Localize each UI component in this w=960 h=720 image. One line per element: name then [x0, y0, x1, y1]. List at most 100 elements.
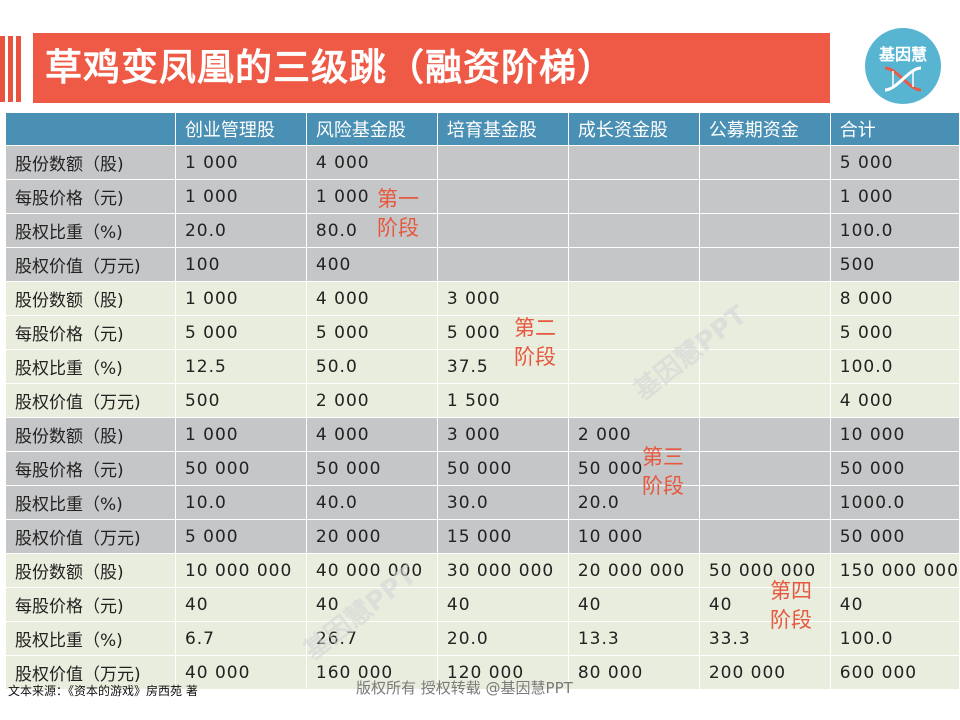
table-cell: 8 000 — [829, 281, 960, 316]
table-cell: 2 000 — [567, 417, 700, 452]
table-cell — [436, 213, 569, 248]
source-note: 文本来源：《资本的游戏》房西苑 著 — [8, 684, 198, 698]
table-cell: 100.0 — [829, 621, 960, 656]
table-cell: 5 000 — [829, 315, 960, 350]
table-cell: 5 000 — [174, 315, 307, 350]
table-cell: 1000.0 — [829, 485, 960, 520]
logo-text: 基因慧 — [878, 45, 927, 64]
table-cell: 3 000 — [436, 417, 569, 452]
row-label: 股份数额（股) — [5, 417, 176, 452]
column-header: 合计 — [829, 112, 960, 146]
table-cell: 40 000 — [174, 655, 307, 690]
table-cell: 50 000 — [829, 519, 960, 554]
row-label: 股权比重（%) — [5, 485, 176, 520]
table-cell — [436, 179, 569, 214]
table-cell — [567, 145, 700, 180]
table-cell: 40 000 000 — [305, 553, 438, 588]
row-label: 股份数额（股) — [5, 553, 176, 588]
row-label: 每股价格（元) — [5, 451, 176, 486]
table-cell — [567, 349, 700, 384]
table-row: 股份数额（股) 1 000 4 000 3 000 8 000 — [5, 281, 960, 316]
table-cell: 50.0 — [305, 349, 438, 384]
table-cell: 50 000 — [436, 451, 569, 486]
table-cell — [567, 383, 700, 418]
table-cell — [698, 383, 831, 418]
table-cell: 30 000 000 — [436, 553, 569, 588]
table-cell: 20 000 — [305, 519, 438, 554]
table-cell: 50 000 000 — [698, 553, 831, 588]
column-header: 风险基金股 — [305, 112, 438, 146]
column-header: 公募期资金 — [698, 112, 831, 146]
table-cell: 160 000 — [305, 655, 438, 690]
row-label: 股份数额（股) — [5, 145, 176, 180]
table-cell: 4 000 — [829, 383, 960, 418]
table-cell: 40.0 — [305, 485, 438, 520]
table-cell — [698, 451, 831, 486]
table-cell — [698, 145, 831, 180]
accent-bar — [16, 36, 21, 102]
table-header-row: 创业管理股 风险基金股 培育基金股 成长资金股 公募期资金 合计 — [5, 112, 960, 146]
copyright-note: 版权所有 授权转载 @基因慧PPT — [356, 679, 573, 697]
table-cell: 80 000 — [567, 655, 700, 690]
table-cell: 3 000 — [436, 281, 569, 316]
table-cell — [436, 247, 569, 282]
table-cell: 20.0 — [567, 485, 700, 520]
table-cell: 100.0 — [829, 349, 960, 384]
table-cell: 40 — [567, 587, 700, 622]
table-cell: 150 000 000 — [829, 553, 960, 588]
table-cell: 6.7 — [174, 621, 307, 656]
table-cell: 100.0 — [829, 213, 960, 248]
column-header: 培育基金股 — [436, 112, 569, 146]
table-row: 每股价格（元) 40 40 40 40 40 40 — [5, 587, 960, 622]
table-cell: 2 000 — [305, 383, 438, 418]
table-cell: 20.0 — [174, 213, 307, 248]
table-cell: 40 — [829, 587, 960, 622]
table-cell: 100 — [174, 247, 307, 282]
accent-bar — [0, 36, 5, 102]
column-header: 创业管理股 — [174, 112, 307, 146]
table-cell: 1 000 — [829, 179, 960, 214]
table-row: 股权价值（万元) 100 400 500 — [5, 247, 960, 282]
table-cell: 50 000 — [305, 451, 438, 486]
table-cell — [698, 213, 831, 248]
table-row: 股权比重（%) 10.0 40.0 30.0 20.0 1000.0 — [5, 485, 960, 520]
table-row: 股份数额（股) 10 000 000 40 000 000 30 000 000 20 … — [5, 553, 960, 588]
table-cell: 1 000 — [174, 417, 307, 452]
row-label: 每股价格（元) — [5, 179, 176, 214]
table-cell: 5 000 — [436, 315, 569, 350]
table-cell — [567, 247, 700, 282]
row-label: 股份数额（股) — [5, 281, 176, 316]
table-row: 股权比重（%) 20.0 80.0 100.0 — [5, 213, 960, 248]
stage-label-1: 第一 阶段 — [377, 187, 419, 240]
table-row: 股权比重（%) 6.7 26.7 20.0 13.3 33.3 100.0 — [5, 621, 960, 656]
table-cell: 1 000 — [174, 179, 307, 214]
table-row: 股份数额（股) 1 000 4 000 3 000 2 000 10 000 — [5, 417, 960, 452]
stage-label-4: 第四 阶段 — [770, 579, 812, 632]
table-cell: 4 000 — [305, 281, 438, 316]
table-cell: 26.7 — [305, 621, 438, 656]
table-cell: 10.0 — [174, 485, 307, 520]
table-cell — [698, 179, 831, 214]
table-cell — [567, 213, 700, 248]
table-row: 股权价值（万元) 5 000 20 000 15 000 10 000 50 000 — [5, 519, 960, 554]
table-cell — [698, 417, 831, 452]
table-cell: 10 000 000 — [174, 553, 307, 588]
logo: 基因慧 — [865, 28, 941, 104]
table-row: 每股价格（元) 5 000 5 000 5 000 5 000 — [5, 315, 960, 350]
table-cell: 10 000 — [567, 519, 700, 554]
table-cell: 20 000 000 — [567, 553, 700, 588]
table-cell: 33.3 — [698, 621, 831, 656]
table-cell: 4 000 — [305, 417, 438, 452]
table-row: 股权价值（万元) 500 2 000 1 500 4 000 — [5, 383, 960, 418]
stage-label-3: 第三 阶段 — [642, 445, 684, 498]
table-cell: 500 — [174, 383, 307, 418]
table-cell — [698, 247, 831, 282]
table-cell: 40 — [174, 587, 307, 622]
table-cell: 15 000 — [436, 519, 569, 554]
table-cell: 1 000 — [305, 179, 438, 214]
page-title: 草鸡变凤凰的三级跳（融资阶梯） — [33, 33, 830, 103]
table-cell: 4 000 — [305, 145, 438, 180]
table-row: 股权比重（%) 12.5 50.0 37.5 100.0 — [5, 349, 960, 384]
row-label: 股权价值（万元) — [5, 519, 176, 554]
table-cell: 600 000 — [829, 655, 960, 690]
